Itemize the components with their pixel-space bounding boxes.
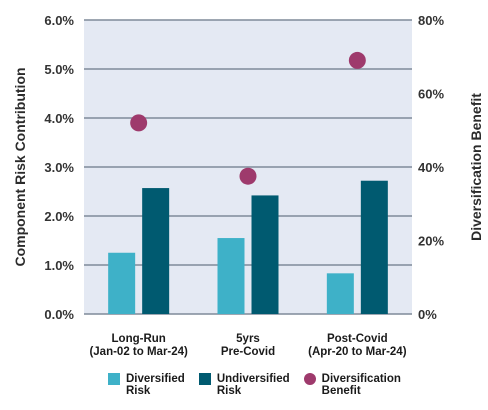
y-tick-label: 4.0%	[44, 111, 74, 126]
bar-diversified-risk	[217, 238, 245, 314]
bar-undiversified-risk	[142, 188, 170, 314]
y-axis-title: Component Risk Contribution	[12, 67, 28, 266]
legend-swatch-diversification-benefit	[303, 373, 316, 385]
y2-tick-label: 80%	[418, 13, 444, 28]
y-tick-label: 0.0%	[44, 307, 74, 322]
y2-tick-label: 0%	[418, 307, 437, 322]
point-diversification-benefit	[239, 167, 257, 185]
y-tick-label: 1.0%	[44, 258, 74, 273]
point-diversification-benefit	[130, 114, 148, 132]
legend-item-undiversified-risk: Undiversified Risk	[198, 373, 290, 397]
y2-tick-label: 20%	[418, 234, 444, 249]
legend-label-line: Undiversified	[216, 373, 290, 385]
legend-item-diversification-benefit: Diversification Benefit	[303, 373, 401, 397]
y-tick-label: 3.0%	[44, 160, 74, 175]
y-tick-label: 5.0%	[44, 62, 74, 77]
bar-diversified-risk	[108, 252, 136, 314]
x-tick-label: 5yrs	[236, 333, 260, 345]
legend-label-line: Benefit	[321, 385, 361, 397]
x-tick-label: (Apr-20 to Mar-24)	[308, 346, 407, 358]
legend-item-diversified-risk: Diversified Risk	[108, 373, 185, 397]
y2-axis-title: Diversification Benefit	[468, 93, 484, 241]
y-tick-label: 6.0%	[44, 13, 74, 28]
point-diversification-benefit	[348, 51, 366, 69]
y2-tick-label: 60%	[418, 87, 444, 102]
y2-tick-label: 40%	[418, 160, 444, 175]
legend-label-line: Diversification	[321, 373, 401, 385]
x-tick-label: Pre-Covid	[221, 346, 275, 358]
bar-undiversified-risk	[360, 180, 388, 314]
legend: Diversified Risk Undiversified Risk Dive…	[108, 373, 401, 397]
legend-label-line: Diversified	[126, 373, 185, 385]
x-tick-label: Post-Covid	[327, 333, 388, 345]
legend-swatch-diversified-risk	[108, 373, 120, 385]
legend-swatch-undiversified-risk	[198, 373, 211, 385]
x-tick-label: (Jan-02 to Mar-24)	[89, 346, 188, 358]
y-tick-label: 2.0%	[44, 209, 74, 224]
bar-undiversified-risk	[251, 195, 279, 314]
legend-label-line: Risk	[126, 385, 151, 397]
x-tick-label: Long-Run	[112, 333, 166, 345]
bar-diversified-risk	[326, 273, 354, 314]
legend-label-line: Risk	[216, 385, 242, 397]
